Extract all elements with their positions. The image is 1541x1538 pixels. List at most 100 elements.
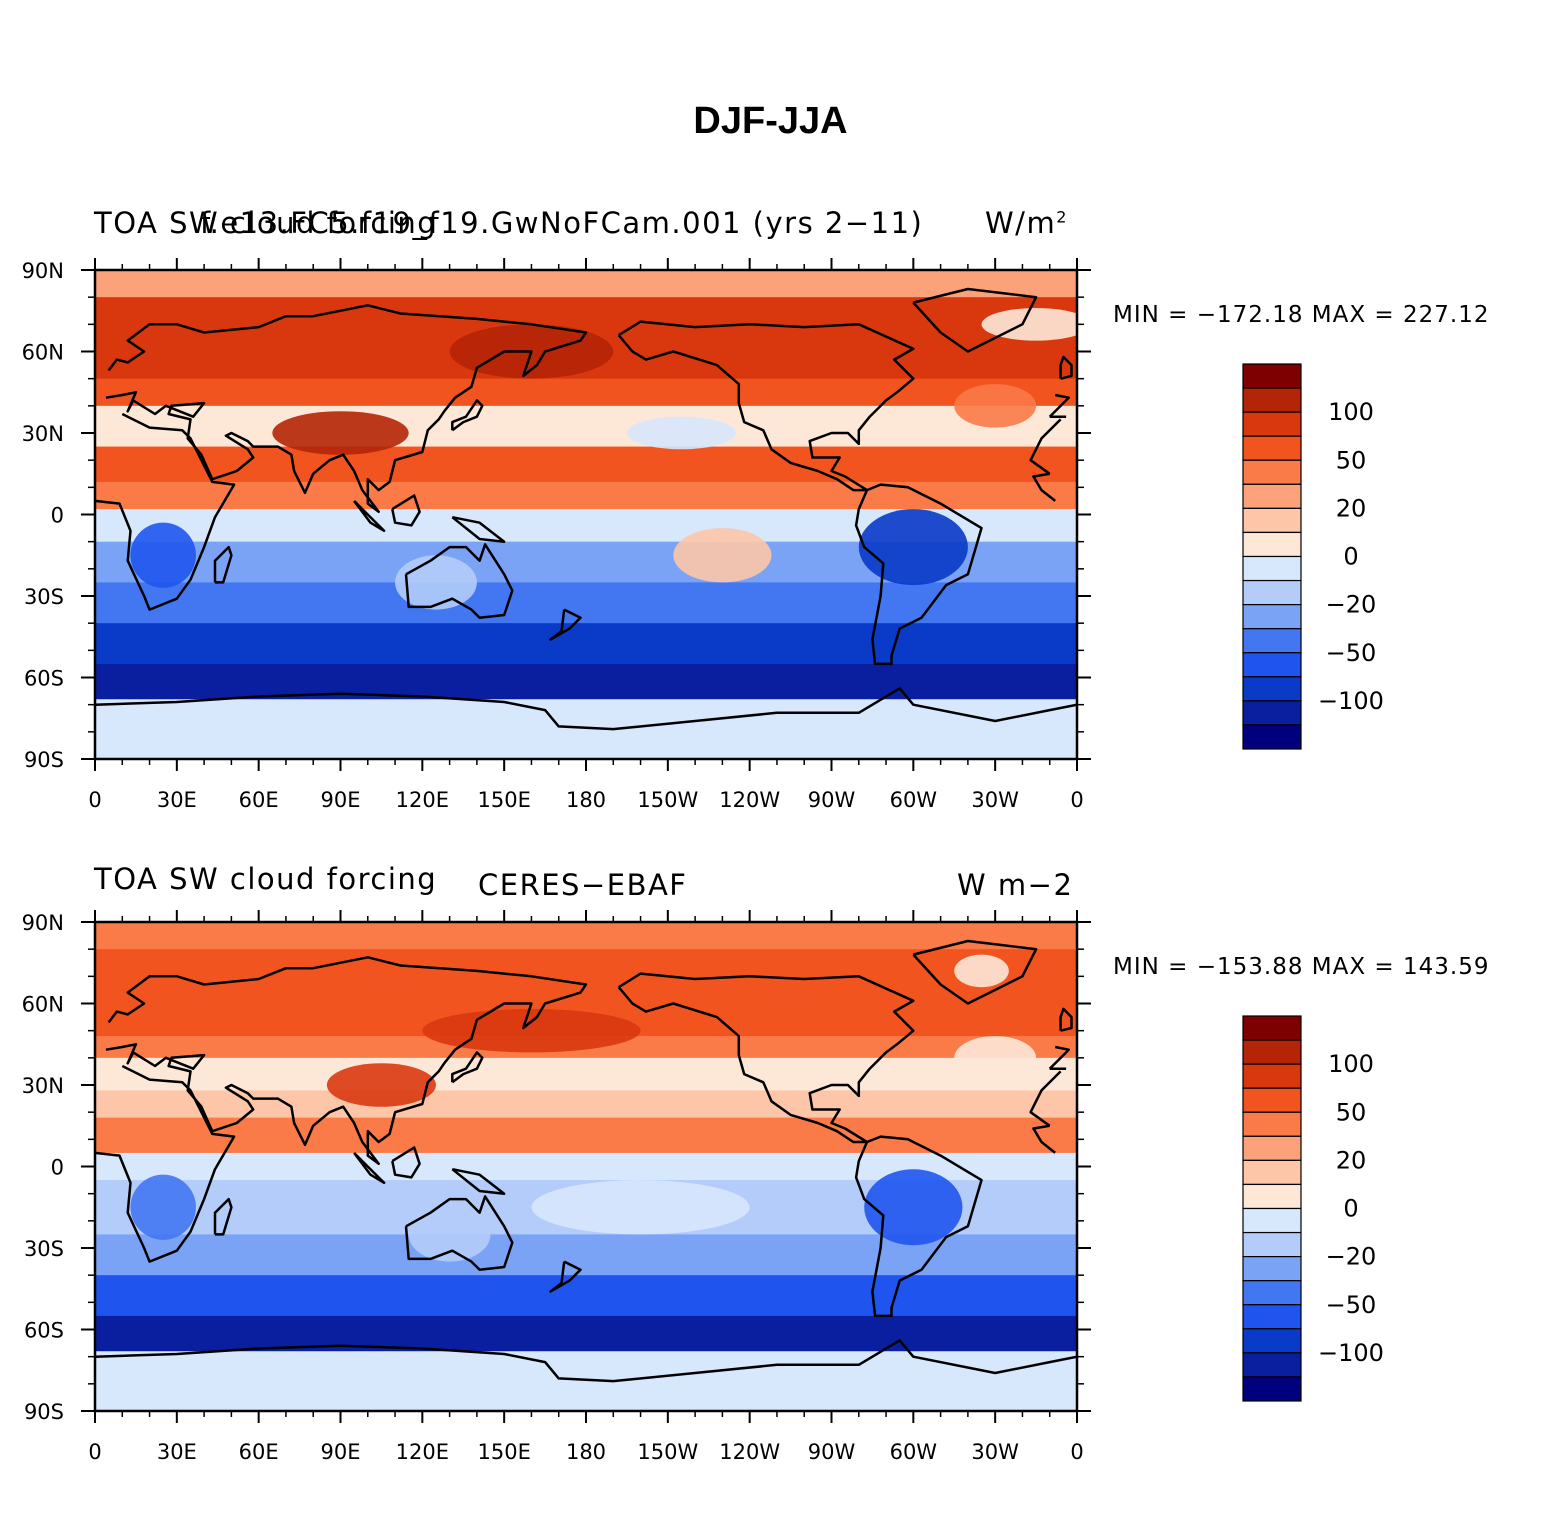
field-anomaly — [954, 1036, 1037, 1080]
x-tick-label: 180 — [566, 788, 606, 812]
coastline — [1029, 1070, 1062, 1127]
coastline — [95, 412, 236, 611]
coastline — [105, 956, 588, 1166]
coastline — [1059, 355, 1073, 380]
field-anomaly — [954, 384, 1037, 428]
colorbar-label: 20 — [1336, 494, 1367, 522]
coastline — [404, 1195, 514, 1271]
x-tick-label: 0 — [88, 1440, 101, 1464]
field-band — [95, 1351, 1077, 1411]
x-tick-label: 120W — [719, 1440, 780, 1464]
colorbar-box — [1242, 555, 1302, 582]
panel-center-title: CERES−EBAF — [478, 868, 688, 902]
coastline — [617, 320, 915, 492]
coastline — [451, 399, 484, 432]
x-tick-label: 60W — [890, 788, 938, 812]
field-band — [95, 1315, 1077, 1353]
field-band — [95, 1090, 1077, 1119]
x-tick-label: 30E — [157, 788, 197, 812]
min-max-label: MIN = −172.18 MAX = 227.12 — [1113, 302, 1490, 328]
x-tick-label: 150W — [637, 788, 698, 812]
coastline — [105, 304, 588, 514]
field-anomaly — [130, 1174, 196, 1240]
colorbar-box — [1242, 1183, 1302, 1210]
colorbar-box — [1242, 531, 1302, 558]
coastline — [854, 1135, 983, 1318]
x-tick-label: 90E — [321, 788, 361, 812]
y-tick-label: 30S — [24, 585, 64, 609]
field-band — [95, 1117, 1077, 1154]
x-tick-label: 30W — [971, 788, 1019, 812]
field-band — [95, 481, 1077, 511]
colorbar-label: 100 — [1328, 398, 1374, 426]
x-tick-label: 90W — [808, 1440, 856, 1464]
coastline — [1048, 1045, 1071, 1070]
colorbar-box — [1242, 1135, 1302, 1161]
y-tick-label: 0 — [51, 1156, 64, 1180]
colorbar-box — [1242, 1063, 1302, 1089]
coastline — [353, 1152, 386, 1185]
panel-units: W/m2 — [985, 206, 1068, 240]
field-band — [95, 922, 1077, 951]
field-band — [95, 1275, 1077, 1317]
field-band — [95, 270, 1077, 299]
coastline — [451, 515, 506, 543]
colorbar-label: 0 — [1343, 543, 1358, 571]
field-anomaly — [864, 1169, 963, 1246]
x-tick-label: 180 — [566, 1440, 606, 1464]
coastline — [95, 687, 1077, 731]
map-panel-obs: 0 30E 60E 90E 120E 150E 180 150W 120W 90W 60W 30W 0 9… — [0, 0, 1541, 1464]
colorbar-box — [1242, 700, 1302, 726]
colorbar-box — [1242, 435, 1302, 461]
colorbar-label: 100 — [1328, 1050, 1374, 1078]
x-tick-label: 90W — [808, 788, 856, 812]
field-anomaly — [531, 1180, 750, 1235]
y-tick-label: 30N — [22, 422, 64, 446]
y-tick-label: 60S — [24, 667, 64, 691]
coastline — [1032, 472, 1056, 502]
coastline — [854, 483, 983, 666]
field-anomaly — [673, 528, 772, 583]
panel-units: W m−2 — [957, 868, 1074, 902]
colorbar-label: −50 — [1326, 639, 1377, 667]
y-tick-label: 90N — [22, 259, 64, 283]
colorbar-box — [1242, 459, 1302, 485]
y-tick-label: 60S — [24, 1319, 64, 1343]
colorbar-label: 50 — [1336, 1098, 1367, 1126]
colorbar-label: −100 — [1318, 687, 1384, 715]
field-band — [95, 446, 1077, 483]
colorbar-label: −50 — [1326, 1291, 1377, 1319]
y-tick-label: 60N — [22, 341, 64, 365]
field-anomaly — [422, 1008, 641, 1053]
y-tick-label: 90S — [24, 1400, 64, 1424]
map-panel-model: 0 30E 60E 90E 120E 150E 180 150W 120W 90W 60W 30W 0 9… — [0, 0, 1541, 812]
coastline — [451, 1167, 506, 1195]
coastline — [912, 939, 1038, 1005]
field-band — [95, 1057, 1077, 1092]
x-tick-label: 60E — [239, 1440, 279, 1464]
field-anomaly — [326, 1063, 436, 1107]
coastline — [391, 1146, 421, 1179]
x-tick-label: 120E — [396, 788, 449, 812]
panel-left-title: TOA SW cloud forcing — [94, 206, 438, 240]
colorbar-box — [1242, 1304, 1302, 1330]
x-tick-label: 0 — [88, 788, 101, 812]
coastline — [213, 1197, 233, 1236]
colorbar-box — [1242, 1159, 1302, 1186]
y-tick-label: 30N — [22, 1074, 64, 1098]
x-tick-label: 120E — [396, 1440, 449, 1464]
coastline — [1048, 393, 1071, 418]
colorbar-box — [1242, 363, 1302, 389]
colorbar-box — [1242, 1231, 1302, 1258]
colorbar-box — [1242, 1039, 1302, 1065]
colorbar-label: 20 — [1336, 1146, 1367, 1174]
coastline — [404, 543, 514, 619]
coastline — [549, 1260, 582, 1293]
colorbar-label: −20 — [1326, 591, 1377, 619]
x-tick-label: 30W — [971, 1440, 1019, 1464]
field-anomaly — [626, 416, 737, 450]
field-band — [95, 699, 1077, 759]
coastline — [95, 1339, 1077, 1383]
panel-left-title: TOA SW cloud forcing — [94, 862, 438, 896]
